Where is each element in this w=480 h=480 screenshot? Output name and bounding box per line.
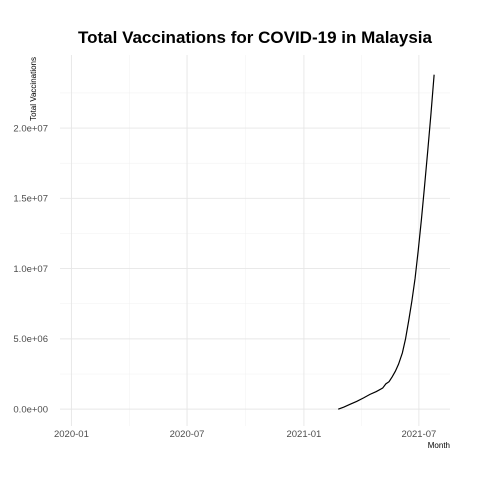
series-line-total-vaccinations [338,74,435,410]
x-axis-label: Month [428,441,450,450]
grid [60,55,450,426]
y-tick-label: 2.0e+07 [13,123,48,134]
y-tick-label: 0.0e+00 [13,404,48,415]
y-tick-label: 1.5e+07 [13,194,48,205]
x-tick-label: 2020-07 [170,429,205,440]
x-tick-label: 2021-07 [401,429,436,440]
x-tick-label: 2020-01 [54,429,89,440]
chart-title: Total Vaccinations for COVID-19 in Malay… [78,28,432,47]
y-axis-label: Total Vaccinations [29,57,38,121]
tick-labels: 0.0e+00 5.0e+06 1.0e+07 1.5e+07 2.0e+07 2020-… [13,123,436,440]
y-tick-label: 1.0e+07 [13,264,48,275]
x-tick-label: 2021-01 [286,429,321,440]
y-tick-label: 5.0e+06 [13,334,48,345]
series-layer [338,74,435,410]
